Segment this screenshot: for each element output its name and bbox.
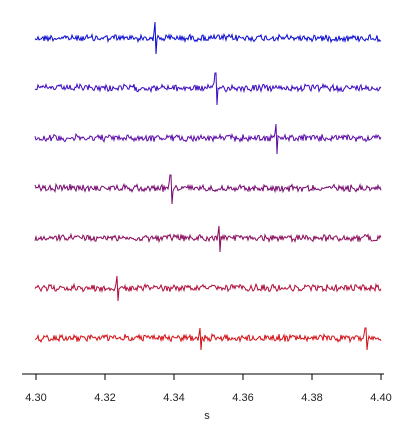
trace-line <box>34 123 382 155</box>
x-axis: 4.30 4.32 4.34 4.36 4.38 4.40 <box>22 373 392 404</box>
trace-line <box>34 174 382 205</box>
x-tick-label: 4.34 <box>163 392 184 404</box>
trace-line <box>34 275 382 302</box>
x-tick-label: 4.30 <box>25 392 46 404</box>
x-tick-label: 4.40 <box>370 392 391 404</box>
trace-line <box>34 72 382 106</box>
trace-line <box>34 327 382 351</box>
x-tick-label: 4.36 <box>232 392 253 404</box>
x-tick-label: 4.32 <box>94 392 115 404</box>
x-axis-label: s <box>204 410 210 422</box>
traces <box>34 21 382 351</box>
trace-line <box>34 225 382 253</box>
x-tick-label: 4.38 <box>301 392 322 404</box>
trace-line <box>34 21 382 55</box>
